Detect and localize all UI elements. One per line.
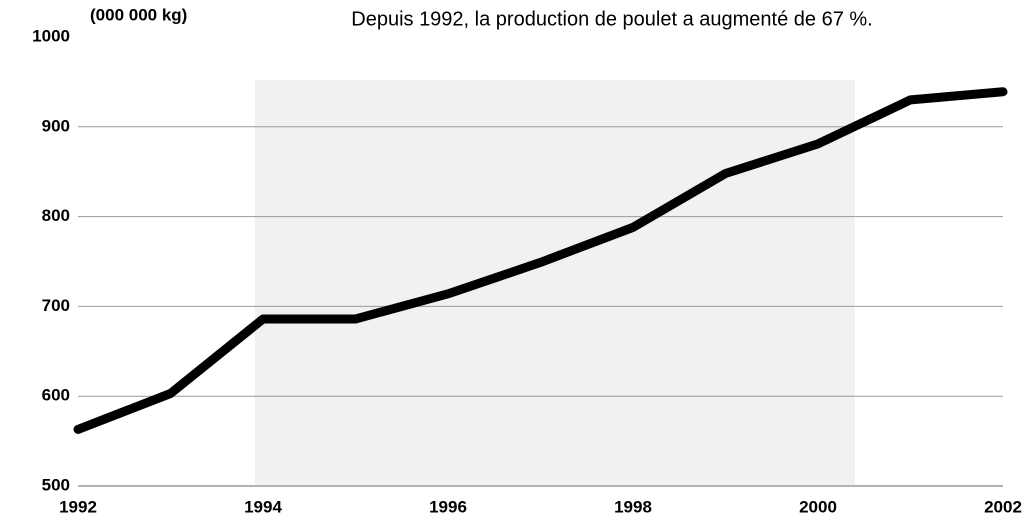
y-tick-label: 600 xyxy=(42,386,70,405)
background-photo xyxy=(255,80,855,485)
x-tick-label: 1992 xyxy=(59,497,97,516)
x-tick-label: 1998 xyxy=(614,497,652,516)
y-axis-unit: (000 000 kg) xyxy=(90,5,187,24)
x-tick-label: 2000 xyxy=(799,497,837,516)
chart-title: Depuis 1992, la production de poulet a a… xyxy=(351,8,872,30)
y-tick-label: 800 xyxy=(42,206,70,225)
y-tick-label: 1000 xyxy=(32,26,70,45)
x-tick-label: 2002 xyxy=(984,497,1022,516)
y-tick-label: 700 xyxy=(42,296,70,315)
y-tick-label: 900 xyxy=(42,116,70,135)
x-tick-label: 1994 xyxy=(244,497,282,516)
y-tick-label: 500 xyxy=(42,475,70,494)
x-tick-label: 1996 xyxy=(429,497,467,516)
data-line xyxy=(73,87,1008,434)
